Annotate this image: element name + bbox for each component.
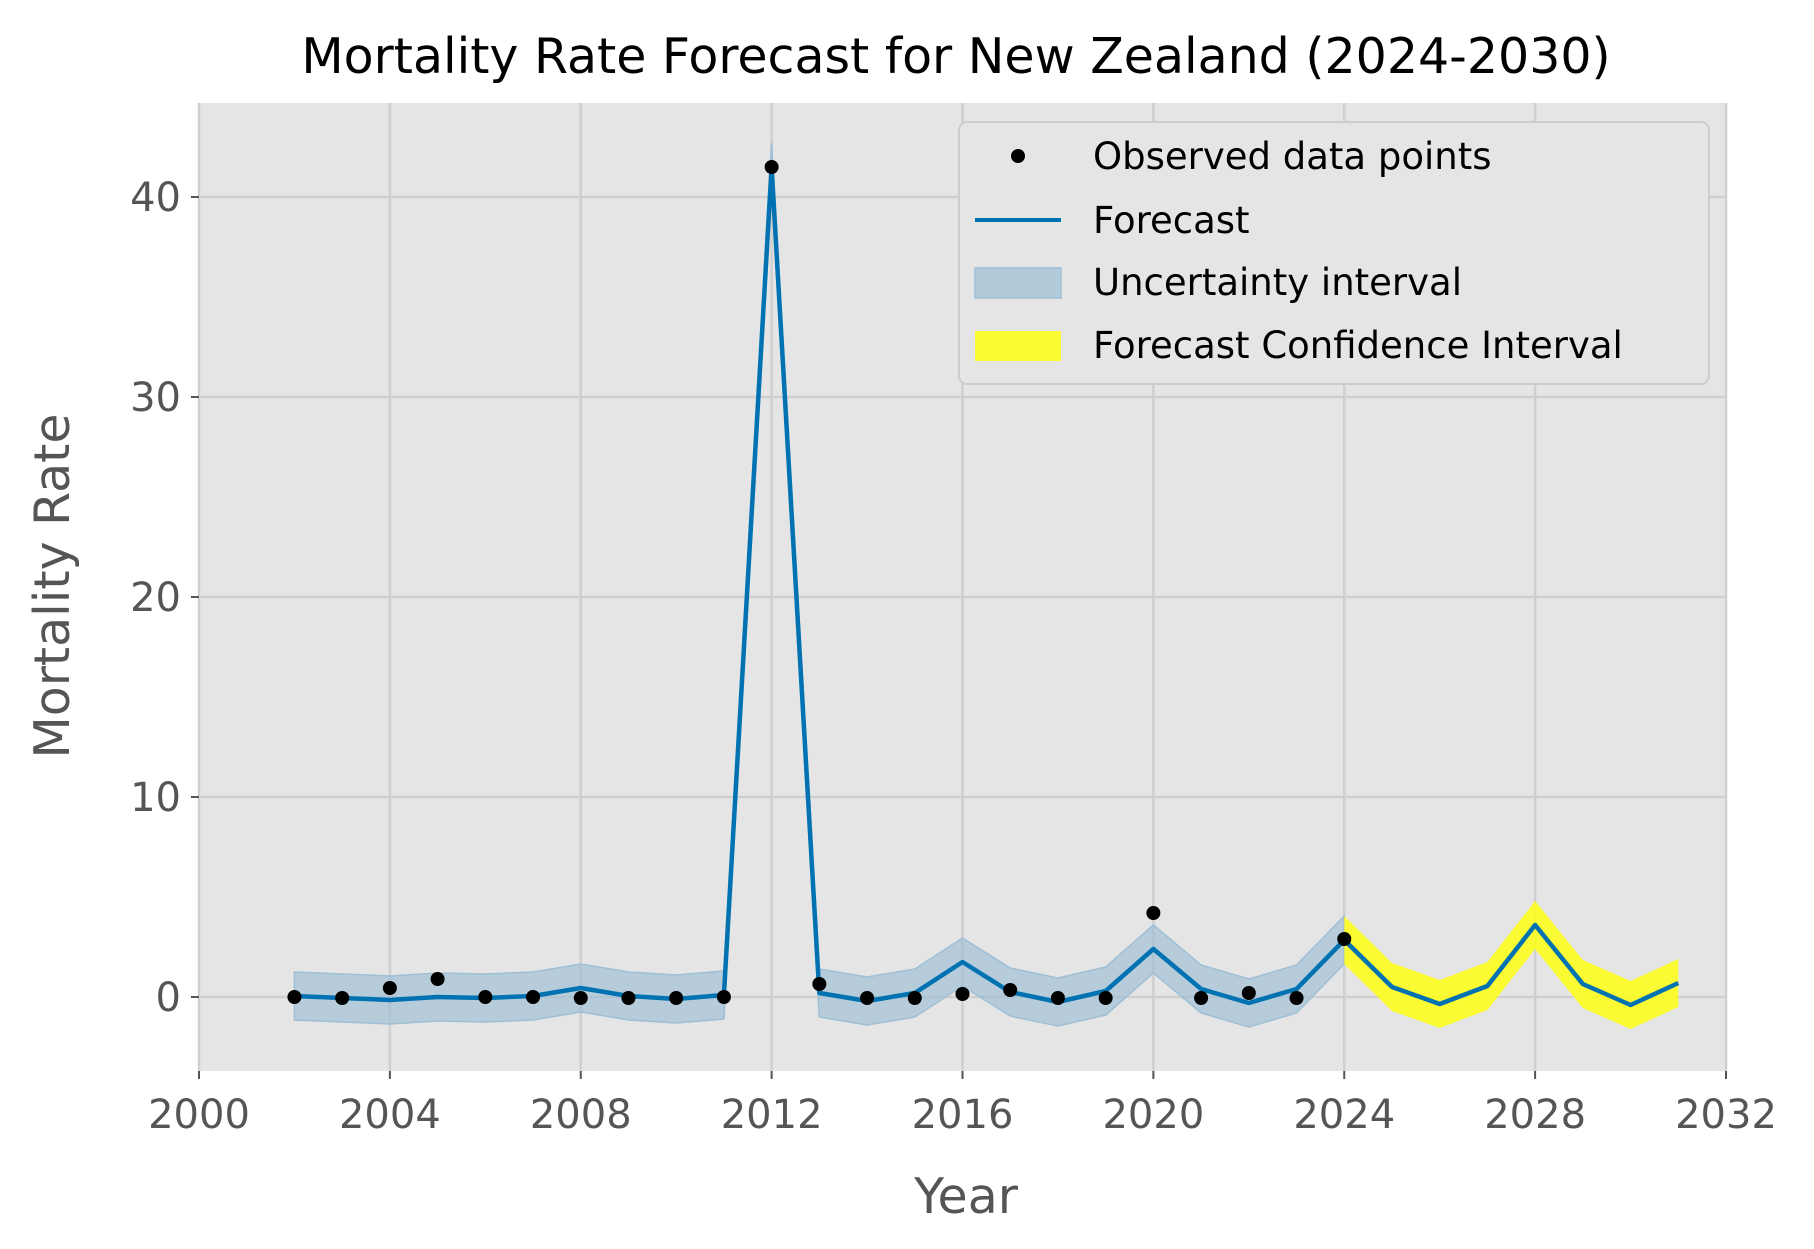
observed-point-2021 — [1194, 991, 1209, 1005]
y-tick-label-0: 0 — [156, 975, 181, 1021]
forecast-line-layer — [294, 164, 1680, 1008]
observed-point-2006 — [478, 990, 493, 1004]
observed-point-2008 — [573, 991, 588, 1005]
legend-forecast-label: Forecast — [1093, 199, 1250, 242]
forecast-line — [294, 164, 1680, 1008]
legend-observed-label: Observed data points — [1093, 135, 1492, 178]
observed-point-2010 — [669, 991, 684, 1005]
legend: Observed data points Forecast Uncertaint… — [958, 121, 1710, 385]
y-tick-label-40: 40 — [130, 175, 181, 221]
observed-point-2014 — [860, 991, 875, 1005]
legend-forecast-ci-swatch — [975, 331, 1061, 361]
interval-bands — [293, 142, 1679, 1029]
observed-point-2004 — [382, 981, 397, 995]
observed-point-2022 — [1241, 986, 1256, 1000]
observed-point-2007 — [526, 990, 541, 1004]
observed-point-2018 — [1050, 991, 1065, 1005]
observed-point-2005 — [430, 972, 445, 986]
observed-point-2011 — [716, 990, 731, 1004]
observed-point-2016 — [955, 987, 970, 1001]
y-tick-label-10: 10 — [130, 775, 181, 821]
observed-point-2015 — [907, 991, 922, 1005]
x-tick-label-2016: 2016 — [912, 1092, 1014, 1138]
y-tick-label-20: 20 — [130, 575, 181, 621]
observed-point-2020 — [1146, 906, 1161, 920]
legend-forecast-ci-label: Forecast Confidence Interval — [1093, 324, 1623, 367]
x-tick-label-2000: 2000 — [148, 1092, 250, 1138]
x-tick-label-2020: 2020 — [1102, 1092, 1204, 1138]
legend-uncertainty-swatch — [974, 267, 1062, 299]
x-tick-label-2028: 2028 — [1484, 1092, 1586, 1138]
legend-observed-marker — [1011, 149, 1025, 163]
y-axis-label: Mortality Rate — [24, 413, 81, 758]
x-tick-label-2004: 2004 — [339, 1092, 441, 1138]
y-tick-label-30: 30 — [130, 375, 181, 421]
observed-point-2013 — [812, 977, 827, 991]
observed-point-2009 — [621, 991, 636, 1005]
chart-title: Mortality Rate Forecast for New Zealand … — [301, 28, 1610, 85]
x-tick-label-2024: 2024 — [1293, 1092, 1395, 1138]
observed-point-2023 — [1289, 991, 1304, 1005]
legend-frame — [958, 121, 1710, 385]
x-tick-label-2008: 2008 — [530, 1092, 632, 1138]
x-tick-label-2032: 2032 — [1675, 1092, 1777, 1138]
observed-point-2003 — [335, 991, 350, 1005]
observed-point-2019 — [1098, 991, 1113, 1005]
forecast-confidence-band — [1344, 901, 1679, 1029]
observed-point-2012 — [764, 160, 779, 174]
observed-point-2024 — [1337, 932, 1352, 946]
observed-point-2017 — [1003, 983, 1018, 997]
x-axis-label: Year — [913, 1168, 1019, 1225]
observed-points — [287, 160, 1352, 1005]
axis-ticks: 2000 2004 2008 2012 2016 2020 2024 2028 2032 0 10 2… — [130, 175, 1777, 1138]
x-tick-label-2012: 2012 — [721, 1092, 823, 1138]
legend-uncertainty-label: Uncertainty interval — [1093, 261, 1462, 304]
observed-point-2002 — [287, 990, 302, 1004]
